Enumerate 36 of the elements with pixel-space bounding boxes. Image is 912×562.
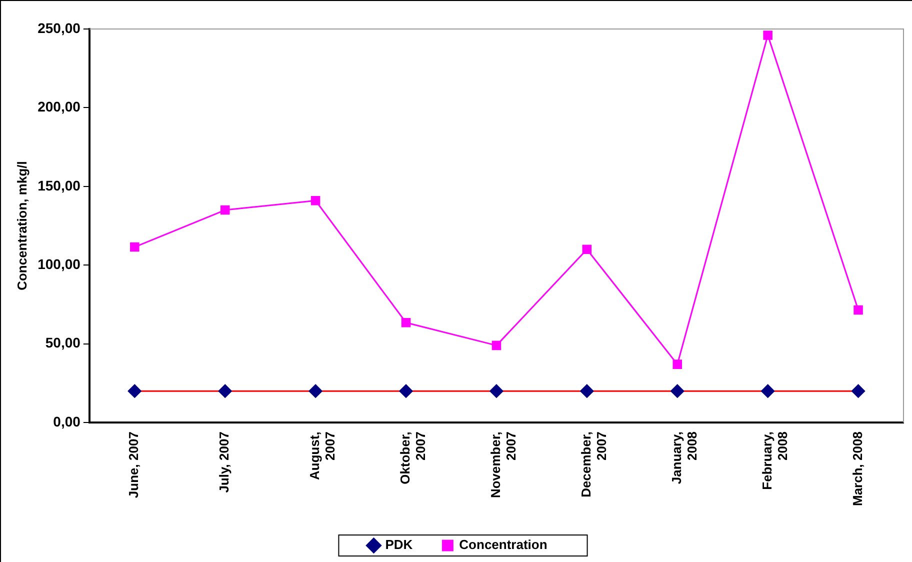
point	[672, 360, 682, 369]
point	[128, 384, 142, 398]
point	[580, 384, 594, 398]
x-tick-label: January, 2008	[668, 432, 700, 484]
x-tick-label: February, 2008	[759, 432, 790, 490]
point	[763, 30, 772, 40]
y-tick-label: 250,00	[38, 20, 81, 36]
point	[220, 205, 230, 215]
y-axis-title: Concentration, mkg/l	[14, 161, 30, 290]
point	[854, 305, 863, 315]
x-tick-label: June, 2007	[126, 432, 142, 498]
point	[852, 384, 866, 398]
point	[761, 384, 775, 398]
point	[310, 196, 320, 206]
x-tick-label: March, 2008	[850, 432, 865, 506]
y-tick-label: 0,00	[53, 413, 81, 430]
y-tick-label: 200,00	[38, 98, 81, 115]
point	[218, 384, 232, 398]
y-tick-label: 100,00	[38, 256, 81, 272]
point	[308, 384, 322, 398]
x-tick-label: November, 2007	[488, 432, 519, 498]
y-tick-label: 150,00	[38, 177, 81, 194]
x-tick-label: July, 2007	[216, 432, 232, 493]
point	[399, 384, 413, 398]
x-tick-label: Oktober, 2007	[398, 432, 428, 484]
point	[492, 340, 502, 350]
legend-label: PDK	[385, 537, 414, 552]
point	[401, 318, 411, 328]
point	[670, 384, 684, 398]
point	[490, 384, 504, 398]
x-tick-label: December, 2007	[578, 432, 610, 498]
legend-label: Concentration	[459, 537, 548, 552]
y-tick-label: 50,00	[45, 334, 81, 351]
point	[582, 244, 592, 254]
point	[130, 242, 140, 252]
x-tick-label: August, 2007	[307, 432, 338, 480]
